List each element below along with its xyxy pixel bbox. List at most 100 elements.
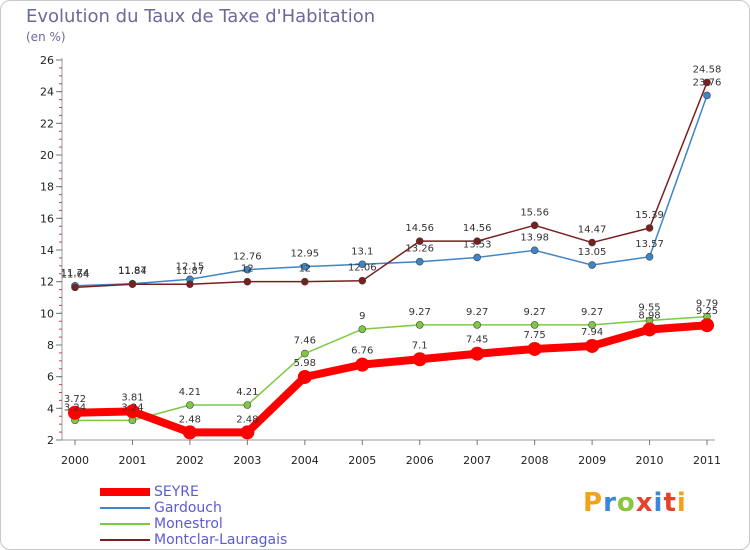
data-point (412, 352, 427, 367)
data-point (243, 401, 252, 409)
data-point (585, 338, 600, 353)
data-label: 2.48 (236, 414, 258, 425)
data-point (68, 405, 82, 420)
y-tick-label: 10 (40, 307, 54, 320)
data-label: 13.26 (405, 244, 434, 255)
data-label: 11.87 (176, 266, 205, 277)
legend-swatch (100, 488, 150, 496)
data-label: 12 (298, 264, 311, 275)
data-point (645, 253, 654, 261)
data-point (243, 265, 252, 274)
legend-swatch (100, 507, 150, 509)
data-point (415, 237, 424, 245)
data-label: 9.79 (696, 299, 718, 310)
data-point (125, 404, 140, 419)
data-point (530, 221, 539, 230)
data-label: 12.15 (176, 261, 205, 272)
data-label: 11.87 (118, 266, 147, 277)
data-label: 24.58 (693, 64, 722, 75)
chart-title: Evolution du Taux de Taxe d'Habitation (26, 6, 376, 27)
data-label: 12.06 (348, 263, 377, 274)
chart-subtitle: (en %) (26, 30, 66, 44)
y-tick-label: 4 (47, 402, 54, 415)
data-label: 12 (241, 264, 254, 275)
data-label: 7.94 (581, 327, 603, 338)
data-point (301, 277, 309, 286)
series-line-gardouch (74, 95, 708, 287)
data-point (301, 262, 309, 271)
logo-letter: t (663, 488, 677, 518)
x-tick-label: 2004 (291, 454, 319, 467)
series-line-montclar-lauragais (74, 82, 708, 289)
y-tick-label: 8 (47, 339, 54, 352)
data-label: 14.56 (405, 223, 434, 234)
logo-letter: r (603, 488, 617, 518)
data-label: 9.27 (581, 307, 603, 318)
data-point (530, 321, 539, 329)
data-label: 3.81 (121, 392, 143, 403)
data-point (128, 280, 137, 289)
data-point (527, 341, 542, 356)
y-tick-label: 24 (40, 86, 54, 99)
logo-letter: i (676, 488, 687, 518)
data-label: 5.98 (294, 358, 316, 369)
data-label: 4.21 (236, 387, 258, 398)
data-point (358, 260, 367, 269)
data-label: 23.76 (693, 77, 722, 88)
y-tick-label: 26 (40, 54, 54, 67)
data-point (355, 357, 370, 372)
data-label: 7.46 (294, 336, 316, 347)
legend-label: SEYRE (154, 484, 199, 500)
data-point (473, 237, 481, 245)
y-tick-label: 2 (47, 434, 54, 447)
logo-letter: x (635, 488, 654, 518)
x-tick-label: 2005 (348, 454, 376, 467)
data-point (240, 425, 255, 440)
data-point (473, 253, 481, 262)
x-tick-label: 2009 (578, 454, 606, 467)
data-label: 14.56 (463, 223, 492, 234)
data-label: 13.98 (520, 232, 549, 243)
logo-letter: o (616, 488, 636, 518)
data-label: 7.75 (524, 330, 546, 341)
legend-label: Montclar-Lauragais (154, 532, 288, 548)
proxiti-logo: Proxiti (583, 488, 687, 518)
data-point (297, 369, 312, 384)
data-label: 15.39 (635, 210, 664, 221)
data-label: 6.76 (351, 346, 373, 357)
data-label: 3.24 (121, 402, 143, 413)
data-label: 7.1 (412, 340, 428, 351)
legend-label: Monestrol (154, 516, 223, 532)
data-label: 9.55 (638, 302, 660, 313)
series-line-seyre (74, 321, 708, 437)
data-label: 13.53 (463, 239, 492, 250)
y-tick-label: 22 (40, 117, 54, 130)
y-tick-label: 14 (40, 244, 54, 257)
y-tick-label: 16 (40, 212, 54, 225)
data-point (358, 276, 367, 285)
data-label: 14.47 (578, 225, 607, 236)
data-label: 13.05 (578, 247, 607, 258)
logo-letter: i (653, 488, 664, 518)
data-label: 3.72 (64, 394, 86, 405)
data-label: 9.25 (696, 306, 718, 317)
data-point (186, 401, 194, 409)
legend-swatch (100, 523, 150, 525)
data-label: 3.24 (64, 402, 86, 413)
data-label: 11.84 (118, 266, 147, 277)
x-tick-label: 2002 (176, 454, 204, 467)
data-label: 11.74 (61, 268, 90, 279)
x-tick-label: 2010 (636, 454, 664, 467)
data-label: 11.64 (61, 269, 90, 280)
y-tick-label: 20 (40, 149, 54, 162)
data-point (186, 280, 194, 289)
data-point (588, 238, 596, 247)
data-point (642, 322, 657, 337)
data-label: 9.27 (409, 307, 431, 318)
data-point (182, 425, 197, 440)
x-tick-label: 2007 (463, 454, 491, 467)
data-label: 15.56 (520, 207, 549, 218)
data-point (415, 321, 424, 329)
data-point (473, 321, 481, 329)
